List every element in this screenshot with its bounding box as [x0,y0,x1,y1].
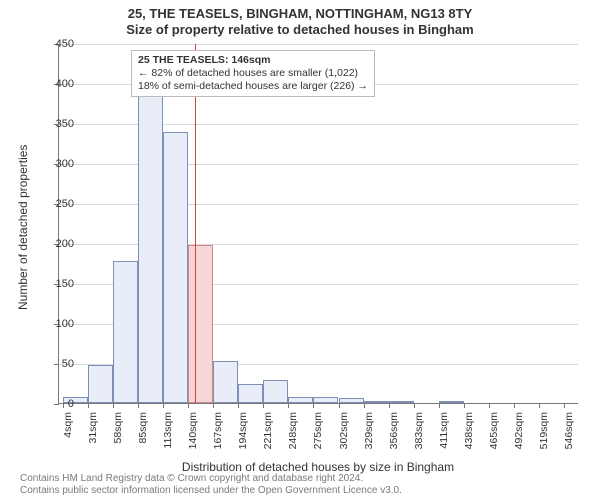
ytick-label: 50 [44,358,74,370]
ytick-label: 150 [44,278,74,290]
bar [288,397,313,403]
xtick-mark [113,403,114,408]
bar [88,365,113,403]
credits-block: Contains HM Land Registry data © Crown c… [20,473,402,496]
xtick-mark [188,403,189,408]
xtick-label: 194sqm [237,412,249,462]
ytick-label: 250 [44,198,74,210]
xtick-label: 113sqm [162,412,174,462]
bar [163,132,188,403]
ytick-label: 300 [44,158,74,170]
bar [138,84,163,403]
gridline [59,164,578,165]
gridline [59,204,578,205]
xtick-label: 546sqm [563,412,575,462]
xtick-label: 438sqm [463,412,475,462]
xtick-mark [539,403,540,408]
xtick-mark [339,403,340,408]
ytick-label: 100 [44,318,74,330]
bar [238,384,263,403]
chart-root: 25, THE TEASELS, BINGHAM, NOTTINGHAM, NG… [0,0,600,500]
xtick-label: 85sqm [137,412,149,462]
gridline [59,44,578,45]
xtick-mark [514,403,515,408]
xtick-label: 465sqm [488,412,500,462]
xtick-mark [238,403,239,408]
xtick-label: 411sqm [438,412,450,462]
bar [113,261,138,403]
bar [213,361,238,403]
bar [339,398,364,403]
xtick-label: 302sqm [338,412,350,462]
xtick-label: 248sqm [287,412,299,462]
xtick-label: 58sqm [112,412,124,462]
bar [389,401,414,403]
chart-title-line2: Size of property relative to detached ho… [0,22,600,38]
xtick-mark [464,403,465,408]
credits-line2: Contains public sector information licen… [20,485,402,497]
y-axis-label: Number of detached properties [16,145,30,310]
plot-wrap: 25 THE TEASELS: 146sqm← 82% of detached … [58,44,578,420]
x-axis-label: Distribution of detached houses by size … [58,460,578,474]
xtick-mark [364,403,365,408]
xtick-mark [263,403,264,408]
xtick-label: 275sqm [312,412,324,462]
ytick-label: 350 [44,118,74,130]
ytick-label: 400 [44,78,74,90]
plot-area: 25 THE TEASELS: 146sqm← 82% of detached … [58,44,578,404]
ytick-label: 450 [44,38,74,50]
xtick-mark [163,403,164,408]
xtick-label: 31sqm [87,412,99,462]
bar [263,380,288,403]
xtick-mark [414,403,415,408]
xtick-mark [88,403,89,408]
xtick-label: 519sqm [538,412,550,462]
xtick-label: 383sqm [413,412,425,462]
reference-line [195,44,196,403]
chart-title-line1: 25, THE TEASELS, BINGHAM, NOTTINGHAM, NG… [0,0,600,22]
annotation-box: 25 THE TEASELS: 146sqm← 82% of detached … [131,50,375,97]
xtick-label: 221sqm [262,412,274,462]
xtick-label: 329sqm [363,412,375,462]
xtick-mark [213,403,214,408]
xtick-mark [389,403,390,408]
bar [439,401,464,403]
gridline [59,124,578,125]
bar-highlight [188,245,213,403]
annotation-line2: ← 82% of detached houses are smaller (1,… [138,67,368,80]
xtick-label: 356sqm [388,412,400,462]
xtick-label: 140sqm [187,412,199,462]
xtick-label: 4sqm [62,412,74,462]
ytick-label: 200 [44,238,74,250]
xtick-mark [564,403,565,408]
bar [364,401,389,403]
xtick-label: 492sqm [513,412,525,462]
xtick-mark [138,403,139,408]
annotation-line3: 18% of semi-detached houses are larger (… [138,80,368,93]
bar [313,397,338,403]
xtick-mark [288,403,289,408]
ytick-label: 0 [44,398,74,410]
annotation-line1: 25 THE TEASELS: 146sqm [138,54,368,67]
xtick-mark [313,403,314,408]
gridline [59,244,578,245]
xtick-mark [489,403,490,408]
xtick-label: 167sqm [212,412,224,462]
xtick-mark [439,403,440,408]
credits-line1: Contains HM Land Registry data © Crown c… [20,473,402,485]
